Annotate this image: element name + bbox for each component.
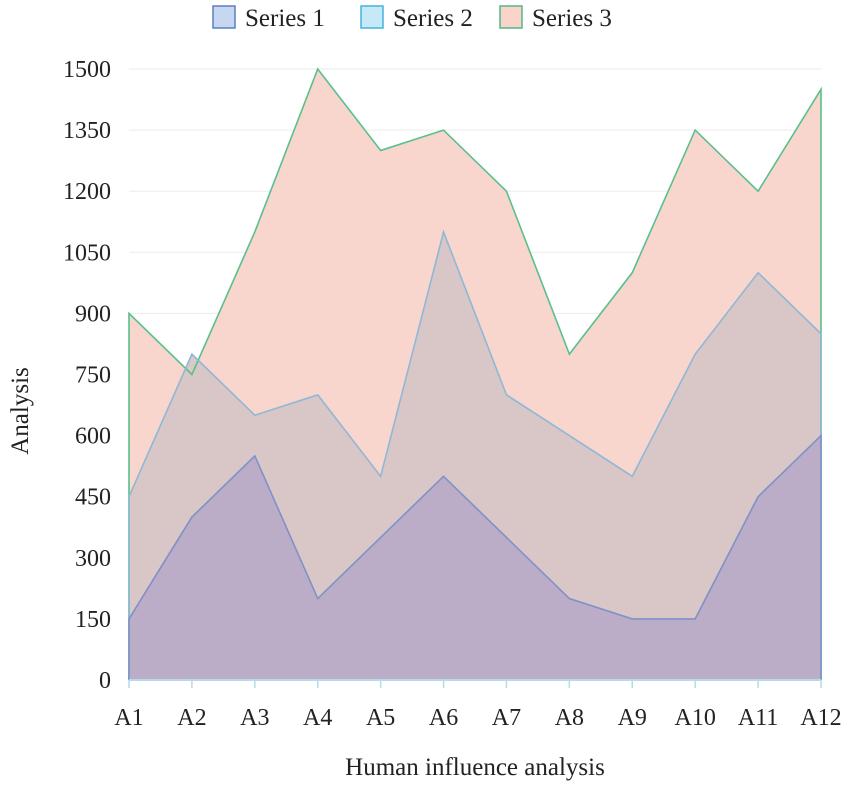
x-tick-label: A10 xyxy=(675,705,716,731)
y-tick-label: 300 xyxy=(75,546,111,572)
series-line-1 xyxy=(128,433,822,680)
x-tick-label: A1 xyxy=(114,705,143,731)
legend: Series 1 Series 2 Series 3 xyxy=(212,5,612,32)
x-tick-label: A5 xyxy=(366,705,395,731)
y-axis-title: Analysis xyxy=(7,367,34,455)
x-tick-label: A9 xyxy=(618,705,647,731)
y-tick-label: 600 xyxy=(75,424,111,450)
x-tick-label: A8 xyxy=(555,705,584,731)
x-tick-label: A6 xyxy=(429,705,458,731)
x-axis-title: Human influence analysis xyxy=(345,754,605,781)
series-areas xyxy=(128,67,822,680)
legend-swatch-series-2[interactable] xyxy=(360,5,384,29)
x-tick-label: A2 xyxy=(177,705,206,731)
y-tick-label: 1500 xyxy=(63,57,111,83)
y-tick-label: 1350 xyxy=(63,118,111,144)
legend-label-series-1[interactable]: Series 1 xyxy=(245,5,325,32)
legend-swatch-series-1[interactable] xyxy=(212,5,236,29)
y-tick-label: 150 xyxy=(75,607,111,633)
y-tick-label: 1050 xyxy=(63,240,111,266)
x-tick-label: A7 xyxy=(492,705,521,731)
y-tick-label: 750 xyxy=(75,363,111,389)
x-tick-label: A3 xyxy=(240,705,269,731)
y-tick-label: 900 xyxy=(75,301,111,327)
series-line-2 xyxy=(128,229,822,680)
x-tick-label: A11 xyxy=(738,705,778,731)
legend-label-series-3[interactable]: Series 3 xyxy=(532,5,612,32)
x-tick-label: A12 xyxy=(800,705,841,731)
series-line-3 xyxy=(128,67,822,680)
x-tick-label: A4 xyxy=(303,705,332,731)
y-tick-label: 450 xyxy=(75,485,111,511)
y-tick-label: 0 xyxy=(99,668,111,694)
y-tick-label: 1200 xyxy=(63,179,111,205)
legend-label-series-2[interactable]: Series 2 xyxy=(393,5,473,32)
axes: 0 150 300 450 600 750 900 1050 1200 1350 1500 A1 A2 A… xyxy=(63,57,842,731)
legend-swatch-series-3[interactable] xyxy=(499,5,523,29)
